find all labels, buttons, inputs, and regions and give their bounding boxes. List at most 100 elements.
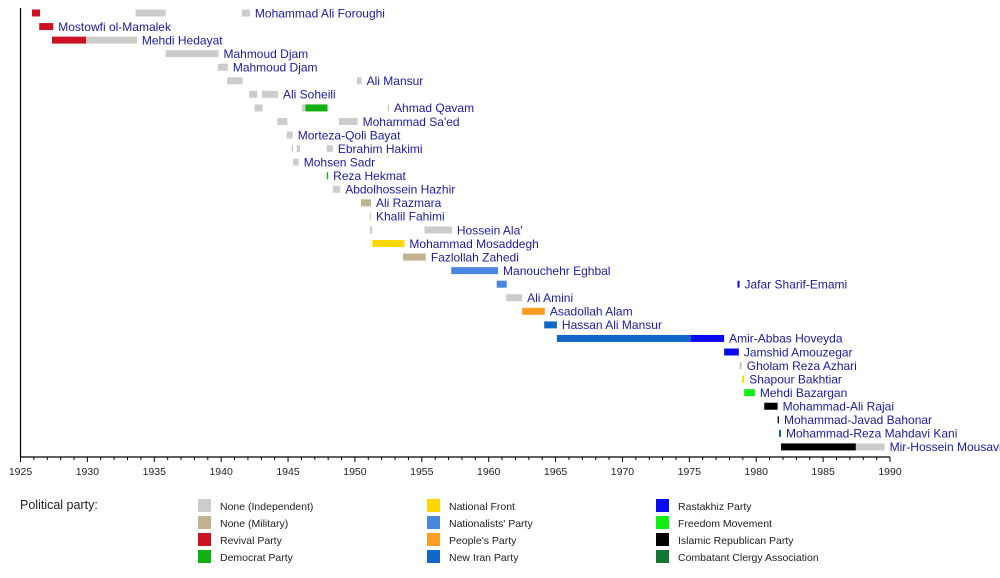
term-bar xyxy=(372,240,405,248)
prime-minister-label: Mir-Hossein Mousavi xyxy=(890,440,1000,454)
legend-label: Islamic Republican Party xyxy=(678,535,794,547)
x-tick-label: 1925 xyxy=(9,466,33,478)
x-tick-label: 1935 xyxy=(143,466,167,478)
prime-minister-label: Mohammad-Javad Bahonar xyxy=(784,413,932,427)
term-bar xyxy=(742,375,745,383)
prime-minister-label: Mohammad Sa'ed xyxy=(363,115,460,129)
x-tick-label: 1985 xyxy=(811,466,835,478)
term-bar xyxy=(544,321,557,329)
term-bar xyxy=(241,9,250,17)
term-bar xyxy=(86,36,137,44)
x-tick-label: 1930 xyxy=(76,466,100,478)
prime-minister-label: Ali Razmara xyxy=(376,196,442,210)
legend-label: None (Military) xyxy=(220,518,288,530)
term-bar xyxy=(739,362,742,370)
legend-label: None (Independent) xyxy=(220,501,313,513)
term-bar xyxy=(39,23,54,31)
term-bar xyxy=(556,334,691,342)
prime-minister-label: Hassan Ali Mansur xyxy=(562,318,662,332)
x-tick-label: 1975 xyxy=(678,466,702,478)
legend-swatch-irp xyxy=(656,533,669,546)
x-tick-label: 1940 xyxy=(209,466,233,478)
term-bar xyxy=(261,90,279,98)
prime-minister-label: Jamshid Amouzegar xyxy=(744,345,853,359)
term-bar xyxy=(249,90,258,98)
term-bar xyxy=(305,104,328,112)
term-bar xyxy=(780,443,856,451)
prime-minister-label: Ahmad Qavam xyxy=(394,101,474,115)
prime-minister-label: Gholam Reza Azhari xyxy=(747,359,857,373)
prime-minister-label: Jafar Sharif-Emami xyxy=(745,278,848,292)
term-bar xyxy=(254,104,263,112)
term-bar xyxy=(338,117,358,125)
prime-minister-label: Hossein Ala' xyxy=(457,223,523,237)
x-tick-label: 1945 xyxy=(276,466,300,478)
legend-swatch-nat xyxy=(427,516,440,529)
term-bar xyxy=(777,416,779,424)
legend-swatch-nip xyxy=(427,550,440,563)
legend-label: Freedom Movement xyxy=(678,518,772,530)
x-tick-label: 1960 xyxy=(477,466,501,478)
legend-swatch-rev xyxy=(198,533,211,546)
legend-title: Political party: xyxy=(20,498,98,512)
term-bar xyxy=(135,9,166,17)
legend-swatch-ppl xyxy=(427,533,440,546)
prime-minister-label: Mohammad Mosaddegh xyxy=(409,237,538,251)
x-tick-label: 1965 xyxy=(544,466,568,478)
legend-label: Combatant Clergy Association xyxy=(678,552,819,564)
prime-minister-label: Ebrahim Hakimi xyxy=(338,142,423,156)
prime-minister-label: Amir-Abbas Hoveyda xyxy=(729,332,843,346)
term-bar xyxy=(286,131,293,139)
legend-swatch-ind xyxy=(198,499,211,512)
legend-label: Revival Party xyxy=(220,535,283,547)
legend-label: Nationalists' Party xyxy=(449,518,533,530)
term-bar xyxy=(293,158,299,166)
term-bar xyxy=(424,226,452,234)
prime-minister-label: Asadollah Alam xyxy=(550,305,633,319)
x-tick-label: 1980 xyxy=(745,466,769,478)
prime-minister-label: Morteza-Qoli Bayat xyxy=(298,128,401,142)
prime-minister-label: Shapour Bakhtiar xyxy=(749,372,842,386)
term-bar xyxy=(326,145,333,153)
term-bar xyxy=(737,280,740,288)
term-bar xyxy=(51,36,87,44)
prime-minister-label: Mostowfi ol-Mamalek xyxy=(58,20,172,34)
prime-minister-label: Ali Mansur xyxy=(367,74,424,88)
term-bar xyxy=(744,389,755,397)
term-bar xyxy=(451,267,499,275)
x-tick-label: 1990 xyxy=(878,466,902,478)
term-bar xyxy=(227,77,243,85)
term-bar xyxy=(332,185,341,193)
term-bar xyxy=(496,280,507,288)
prime-minister-label: Mohammad-Reza Mahdavi Kani xyxy=(786,427,957,441)
legend-label: Democrat Party xyxy=(220,552,294,564)
term-bar xyxy=(370,226,373,234)
legend-swatch-fm xyxy=(656,516,669,529)
prime-minister-label: Manouchehr Eghbal xyxy=(503,264,610,278)
prime-minister-label: Mehdi Bazargan xyxy=(760,386,847,400)
term-bar xyxy=(326,172,329,180)
x-tick-label: 1950 xyxy=(343,466,367,478)
legend-label: Rastakhiz Party xyxy=(678,501,752,513)
term-bar xyxy=(764,402,778,410)
prime-minister-label: Mohsen Sadr xyxy=(304,155,375,169)
term-bar xyxy=(403,253,426,261)
prime-minister-label: Mahmoud Djam xyxy=(223,47,308,61)
x-tick-label: 1955 xyxy=(410,466,434,478)
term-bar xyxy=(165,50,219,58)
legend-label: New Iran Party xyxy=(449,552,519,564)
term-bar xyxy=(360,199,371,207)
legend-label: People's Party xyxy=(449,535,517,547)
prime-minister-label: Mehdi Hedayat xyxy=(142,33,223,47)
legend-swatch-cca xyxy=(656,550,669,563)
term-bar xyxy=(296,145,301,153)
prime-minister-label: Ali Amini xyxy=(527,291,573,305)
term-bar xyxy=(778,429,781,437)
term-bar xyxy=(277,117,288,125)
term-bar xyxy=(522,307,545,315)
prime-minister-label: Mohammad-Ali Rajai xyxy=(783,400,894,414)
term-bar xyxy=(217,63,228,71)
prime-minister-label: Reza Hekmat xyxy=(333,169,406,183)
prime-minister-label: Mohammad Ali Foroughi xyxy=(255,6,385,20)
